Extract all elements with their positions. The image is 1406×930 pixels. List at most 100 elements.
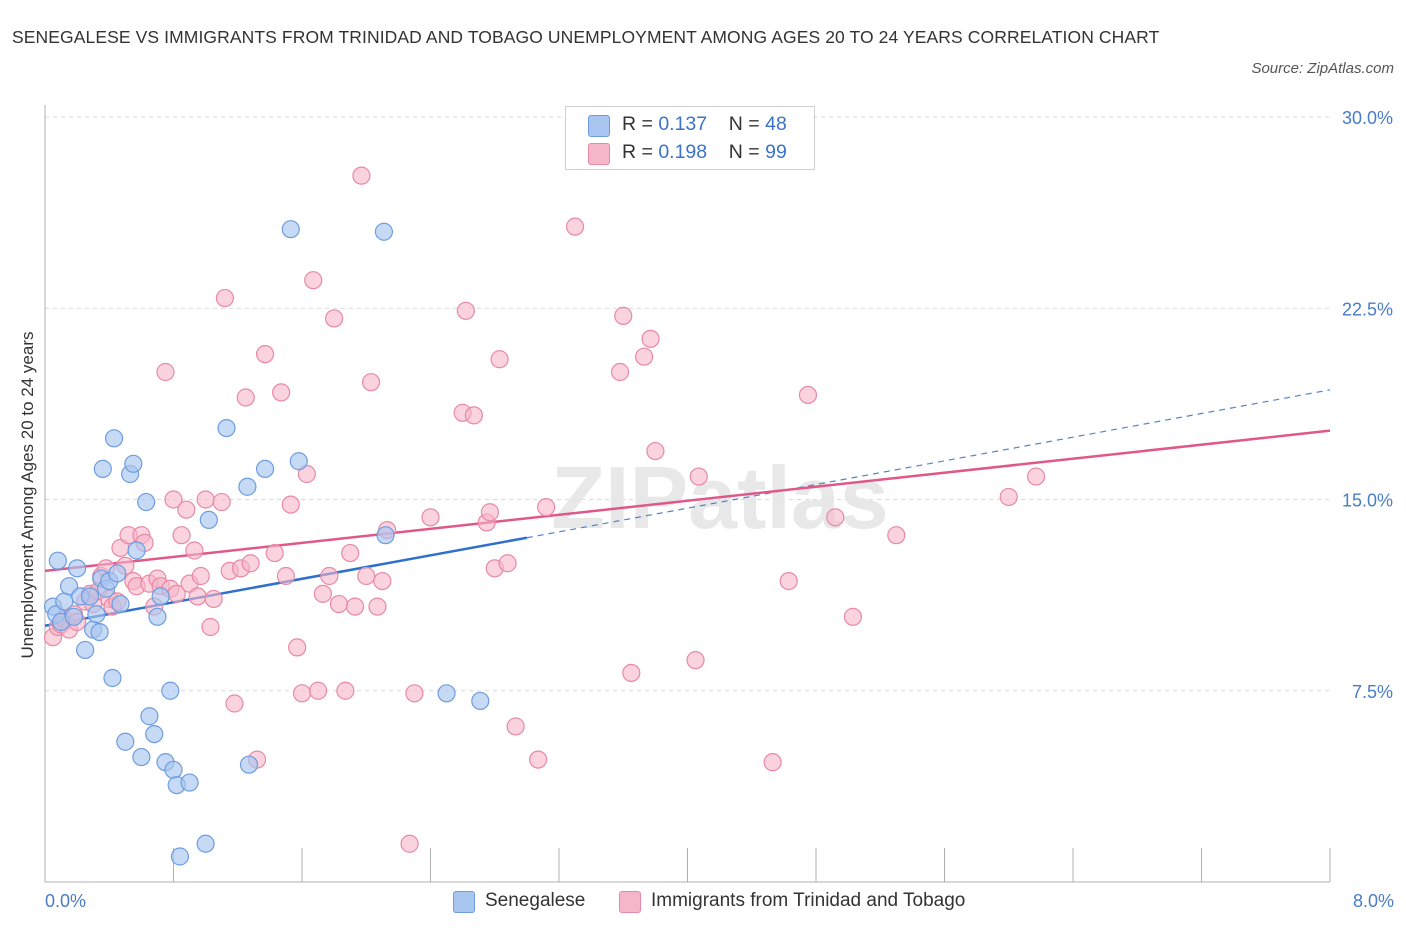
data-point-trinidad [826, 508, 845, 527]
data-point-trinidad [272, 383, 291, 402]
chart-source: Source: ZipAtlas.com [1251, 60, 1394, 77]
legend-n-label: N = [728, 141, 766, 163]
y-tick-label: 15.0% [1342, 491, 1393, 511]
bottom-legend-swatch-blue [453, 891, 475, 913]
data-point-senegalese [164, 760, 183, 779]
legend-swatch-pink [588, 143, 610, 165]
gridlines [45, 116, 1330, 692]
data-point-senegalese [145, 724, 164, 744]
data-point-trinidad [614, 306, 633, 325]
data-point-senegalese [374, 222, 394, 241]
data-point-senegalese [151, 587, 170, 606]
trend-line-trinidad [44, 429, 1331, 573]
data-point-senegalese [111, 594, 130, 614]
bottom-legend-label-trinidad: Immigrants from Trinidad and Tobago [651, 890, 966, 911]
data-point-trinidad [308, 681, 328, 700]
data-point-trinidad [622, 663, 641, 683]
data-point-trinidad [329, 594, 349, 614]
data-point-trinidad [345, 597, 365, 616]
data-point-senegalese [140, 707, 159, 726]
y-tick-label: 30.0% [1342, 108, 1393, 128]
data-point-senegalese [64, 607, 84, 626]
data-point-trinidad [292, 684, 312, 703]
series-senegalese-points [43, 220, 490, 866]
chart-title: SENEGALESE VS IMMIGRANTS FROM TRINIDAD A… [12, 27, 1160, 47]
bottom-legend-label-senegalese: Senegalese [485, 890, 586, 911]
data-point-trinidad [336, 681, 355, 700]
data-point-trinidad [156, 362, 175, 382]
data-point-senegalese [104, 429, 124, 448]
data-point-senegalese [132, 747, 151, 767]
data-point-trinidad [288, 638, 307, 657]
legend-r-label: R = [622, 141, 659, 163]
data-point-trinidad [456, 301, 475, 320]
data-point-senegalese [59, 577, 79, 596]
y-tick-label: 22.5% [1342, 299, 1393, 319]
data-point-trinidad [1026, 467, 1046, 486]
data-point-trinidad [798, 385, 818, 405]
data-point-trinidad [188, 587, 207, 606]
data-point-trinidad [498, 554, 517, 573]
legend-r-value-trinidad: 0.198 [658, 141, 708, 163]
data-point-senegalese [76, 640, 95, 660]
data-point-trinidad [610, 362, 630, 382]
data-point-trinidad [421, 508, 440, 527]
data-point-trinidad [361, 373, 381, 392]
data-point-trinidad [281, 495, 300, 514]
data-point-trinidad [191, 566, 210, 586]
data-point-senegalese [170, 847, 190, 866]
data-point-trinidad [341, 543, 360, 563]
data-point-trinidad [357, 566, 376, 586]
data-point-senegalese [116, 732, 135, 751]
legend-swatch-blue [588, 115, 610, 137]
y-tick-label: 7.5% [1352, 682, 1393, 702]
data-point-senegalese [108, 564, 127, 583]
data-point-senegalese [80, 587, 100, 606]
data-point-trinidad [201, 617, 220, 637]
legend-n-label: N = [728, 113, 766, 135]
data-point-trinidad [565, 217, 585, 236]
data-point-senegalese [471, 691, 490, 711]
data-point-trinidad [480, 503, 500, 522]
data-point-senegalese [199, 510, 218, 530]
data-point-senegalese [255, 459, 275, 478]
data-point-senegalese [161, 681, 180, 700]
data-point-trinidad [999, 487, 1018, 507]
data-point-trinidad [276, 566, 296, 586]
data-point-trinidad [537, 498, 556, 517]
data-point-trinidad [368, 597, 387, 616]
data-point-senegalese [55, 592, 74, 611]
data-point-senegalese [437, 684, 456, 703]
data-point-trinidad [506, 717, 525, 736]
data-point-trinidad [400, 834, 419, 853]
data-point-trinidad [304, 271, 323, 290]
data-point-trinidad [686, 651, 705, 670]
legend-n-value-trinidad: 99 [765, 141, 787, 163]
data-point-trinidad [313, 584, 332, 603]
data-point-senegalese [148, 607, 167, 626]
data-point-senegalese [87, 605, 106, 624]
data-point-senegalese [124, 454, 143, 473]
data-point-trinidad [164, 490, 183, 509]
x-tick-label-max: 8.0% [1352, 891, 1394, 911]
data-point-trinidad [325, 309, 344, 328]
series-trinidad-points [43, 166, 1046, 853]
bottom-legend: Senegalese Immigrants from Trinidad and … [0, 888, 1406, 916]
y-tick-labels: 7.5% 15.0% 22.5% 30.0% [1342, 108, 1393, 702]
data-point-trinidad [225, 694, 244, 713]
data-point-senegalese [180, 773, 199, 792]
data-point-senegalese [376, 526, 395, 545]
data-point-trinidad [689, 467, 708, 486]
data-point-trinidad [529, 750, 548, 769]
data-point-trinidad [763, 753, 782, 772]
data-point-trinidad [241, 554, 260, 573]
data-point-trinidad [635, 347, 654, 366]
legend-r-label: R = [622, 113, 659, 135]
data-point-trinidad [843, 607, 863, 626]
data-point-trinidad [779, 571, 798, 591]
data-point-trinidad [212, 492, 231, 512]
data-point-senegalese [137, 492, 156, 512]
data-point-senegalese [289, 452, 308, 471]
data-point-senegalese [127, 541, 146, 560]
